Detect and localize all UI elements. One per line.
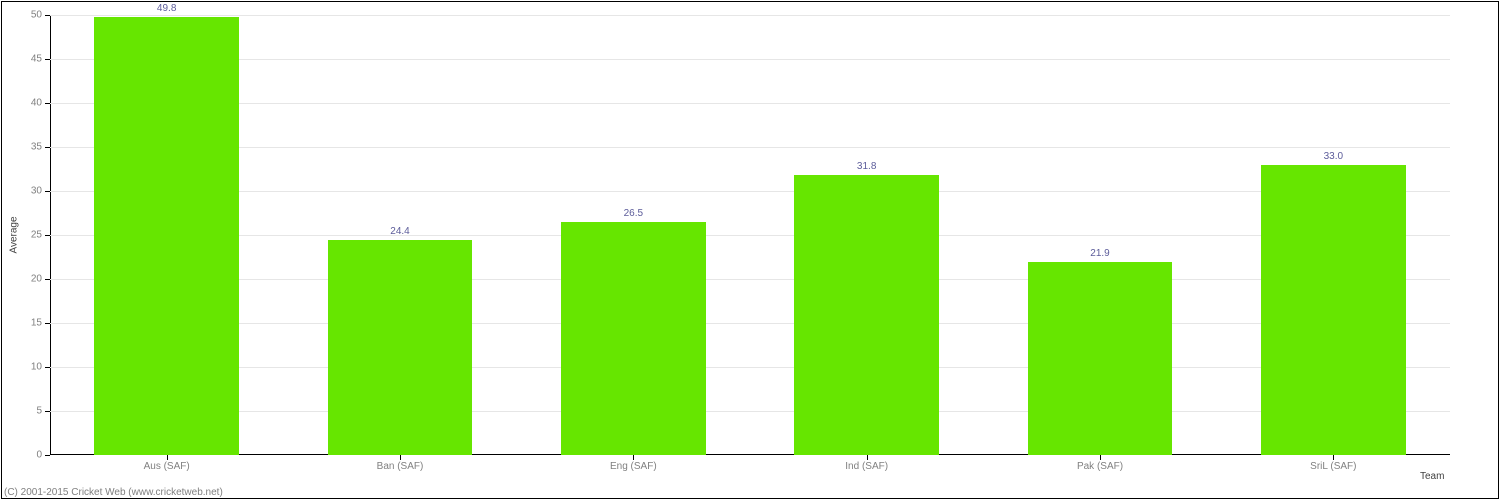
gridline bbox=[50, 411, 1450, 412]
y-tick-label: 20 bbox=[31, 274, 50, 285]
y-tick-label: 35 bbox=[31, 142, 50, 153]
gridline bbox=[50, 235, 1450, 236]
x-tick-label: Eng (SAF) bbox=[610, 455, 657, 472]
bar-value-label: 31.8 bbox=[857, 161, 876, 172]
y-tick-label: 40 bbox=[31, 98, 50, 109]
bar bbox=[794, 175, 939, 455]
x-tick-label: Aus (SAF) bbox=[144, 455, 190, 472]
bar bbox=[561, 222, 706, 455]
x-tick-label: SriL (SAF) bbox=[1310, 455, 1356, 472]
bar-value-label: 49.8 bbox=[157, 3, 176, 14]
bar bbox=[328, 240, 473, 455]
bar bbox=[94, 17, 239, 455]
x-tick-label: Pak (SAF) bbox=[1077, 455, 1123, 472]
x-axis-title: Team bbox=[1420, 471, 1444, 482]
gridline bbox=[50, 191, 1450, 192]
plot-area: 0510152025303540455049.8Aus (SAF)24.4Ban… bbox=[50, 15, 1450, 455]
y-tick-label: 10 bbox=[31, 362, 50, 373]
x-tick-label: Ban (SAF) bbox=[377, 455, 424, 472]
gridline bbox=[50, 147, 1450, 148]
bar-value-label: 21.9 bbox=[1090, 248, 1109, 259]
gridline bbox=[50, 367, 1450, 368]
bar bbox=[1028, 262, 1173, 455]
y-tick-label: 45 bbox=[31, 54, 50, 65]
y-tick-label: 5 bbox=[36, 406, 50, 417]
y-axis-title: Average bbox=[9, 216, 20, 253]
y-tick-label: 0 bbox=[36, 450, 50, 461]
x-tick-label: Ind (SAF) bbox=[845, 455, 888, 472]
x-axis bbox=[50, 454, 1450, 455]
y-tick-label: 50 bbox=[31, 10, 50, 21]
credit-text: (C) 2001-2015 Cricket Web (www.cricketwe… bbox=[4, 487, 223, 498]
gridline bbox=[50, 59, 1450, 60]
y-tick-label: 15 bbox=[31, 318, 50, 329]
gridline bbox=[50, 279, 1450, 280]
y-tick-label: 30 bbox=[31, 186, 50, 197]
gridline bbox=[50, 103, 1450, 104]
y-tick-label: 25 bbox=[31, 230, 50, 241]
bar-value-label: 33.0 bbox=[1324, 151, 1343, 162]
bar-value-label: 24.4 bbox=[390, 226, 409, 237]
bar bbox=[1261, 165, 1406, 455]
bar-value-label: 26.5 bbox=[624, 208, 643, 219]
gridline bbox=[50, 15, 1450, 16]
gridline bbox=[50, 323, 1450, 324]
